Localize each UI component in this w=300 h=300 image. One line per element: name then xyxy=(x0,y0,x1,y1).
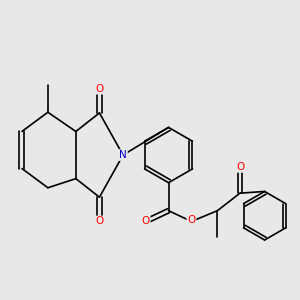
Text: O: O xyxy=(142,217,150,226)
Text: O: O xyxy=(187,215,196,225)
Text: O: O xyxy=(236,162,244,172)
Text: N: N xyxy=(119,150,127,160)
Text: O: O xyxy=(95,217,104,226)
Text: O: O xyxy=(95,84,104,94)
